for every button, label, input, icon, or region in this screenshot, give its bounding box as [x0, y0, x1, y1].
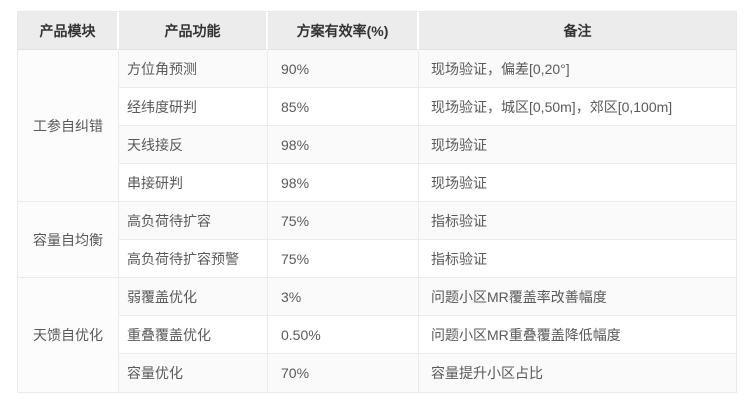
- column-header-module: 产品模块: [18, 12, 119, 50]
- function-cell: 串接研判: [119, 164, 268, 202]
- rate-cell: 70%: [268, 354, 419, 392]
- column-header-rate: 方案有效率(%): [268, 12, 419, 50]
- table-header-row: 产品模块 产品功能 方案有效率(%) 备注: [18, 12, 736, 50]
- table-row: 工参自纠错 方位角预测 90% 现场验证，偏差[0,20°]: [18, 50, 736, 202]
- module-cell: 天馈自优化: [18, 278, 119, 392]
- function-cell: 容量优化: [119, 354, 268, 392]
- table-row: 天线接反 98% 现场验证: [18, 126, 736, 164]
- module-cell: 工参自纠错: [18, 50, 119, 202]
- note-cell: 问题小区MR重叠覆盖降低幅度: [419, 316, 736, 354]
- function-cell: 弱覆盖优化: [119, 278, 268, 316]
- table-row: 容量优化 70% 容量提升小区占比: [18, 354, 736, 392]
- rate-cell: 90%: [268, 50, 419, 88]
- note-cell: 指标验证: [419, 202, 736, 240]
- rate-cell: 0.50%: [268, 316, 419, 354]
- column-header-function: 产品功能: [119, 12, 268, 50]
- table-row: 容量自均衡 高负荷待扩容 75% 指标验证: [18, 202, 736, 278]
- function-cell: 天线接反: [119, 126, 268, 164]
- table-body: 工参自纠错 方位角预测 90% 现场验证，偏差[0,20°] 经纬度研判 85% 现场验证，…: [18, 50, 736, 392]
- rate-cell: 85%: [268, 88, 419, 126]
- rate-cell: 75%: [268, 202, 419, 240]
- product-metrics-table: 产品模块 产品功能 方案有效率(%) 备注 工参自纠错 方位角预测 90% 现场验证，偏差[…: [17, 11, 737, 393]
- column-header-note: 备注: [419, 12, 736, 50]
- function-cell: 重叠覆盖优化: [119, 316, 268, 354]
- function-cell: 高负荷待扩容预警: [119, 240, 268, 278]
- product-metrics-table-container: 产品模块 产品功能 方案有效率(%) 备注 工参自纠错 方位角预测 90% 现场验证，偏差[…: [17, 11, 737, 393]
- note-cell: 现场验证: [419, 164, 736, 202]
- note-cell: 容量提升小区占比: [419, 354, 736, 392]
- table-row: 经纬度研判 85% 现场验证，城区[0,50m]，郊区[0,100m]: [18, 88, 736, 126]
- function-cell: 经纬度研判: [119, 88, 268, 126]
- table-row: 天馈自优化 弱覆盖优化 3% 问题小区MR覆盖率改善幅度: [18, 278, 736, 392]
- table-row: 重叠覆盖优化 0.50% 问题小区MR重叠覆盖降低幅度: [18, 316, 736, 354]
- module-cell: 容量自均衡: [18, 202, 119, 278]
- note-cell: 指标验证: [419, 240, 736, 278]
- function-cell: 高负荷待扩容: [119, 202, 268, 240]
- note-cell: 问题小区MR覆盖率改善幅度: [419, 278, 736, 316]
- rate-cell: 75%: [268, 240, 419, 278]
- note-cell: 现场验证，城区[0,50m]，郊区[0,100m]: [419, 88, 736, 126]
- table-row: 串接研判 98% 现场验证: [18, 164, 736, 202]
- function-cell: 方位角预测: [119, 50, 268, 88]
- table-row: 高负荷待扩容预警 75% 指标验证: [18, 240, 736, 278]
- note-cell: 现场验证: [419, 126, 736, 164]
- note-cell: 现场验证，偏差[0,20°]: [419, 50, 736, 88]
- rate-cell: 98%: [268, 164, 419, 202]
- rate-cell: 3%: [268, 278, 419, 316]
- rate-cell: 98%: [268, 126, 419, 164]
